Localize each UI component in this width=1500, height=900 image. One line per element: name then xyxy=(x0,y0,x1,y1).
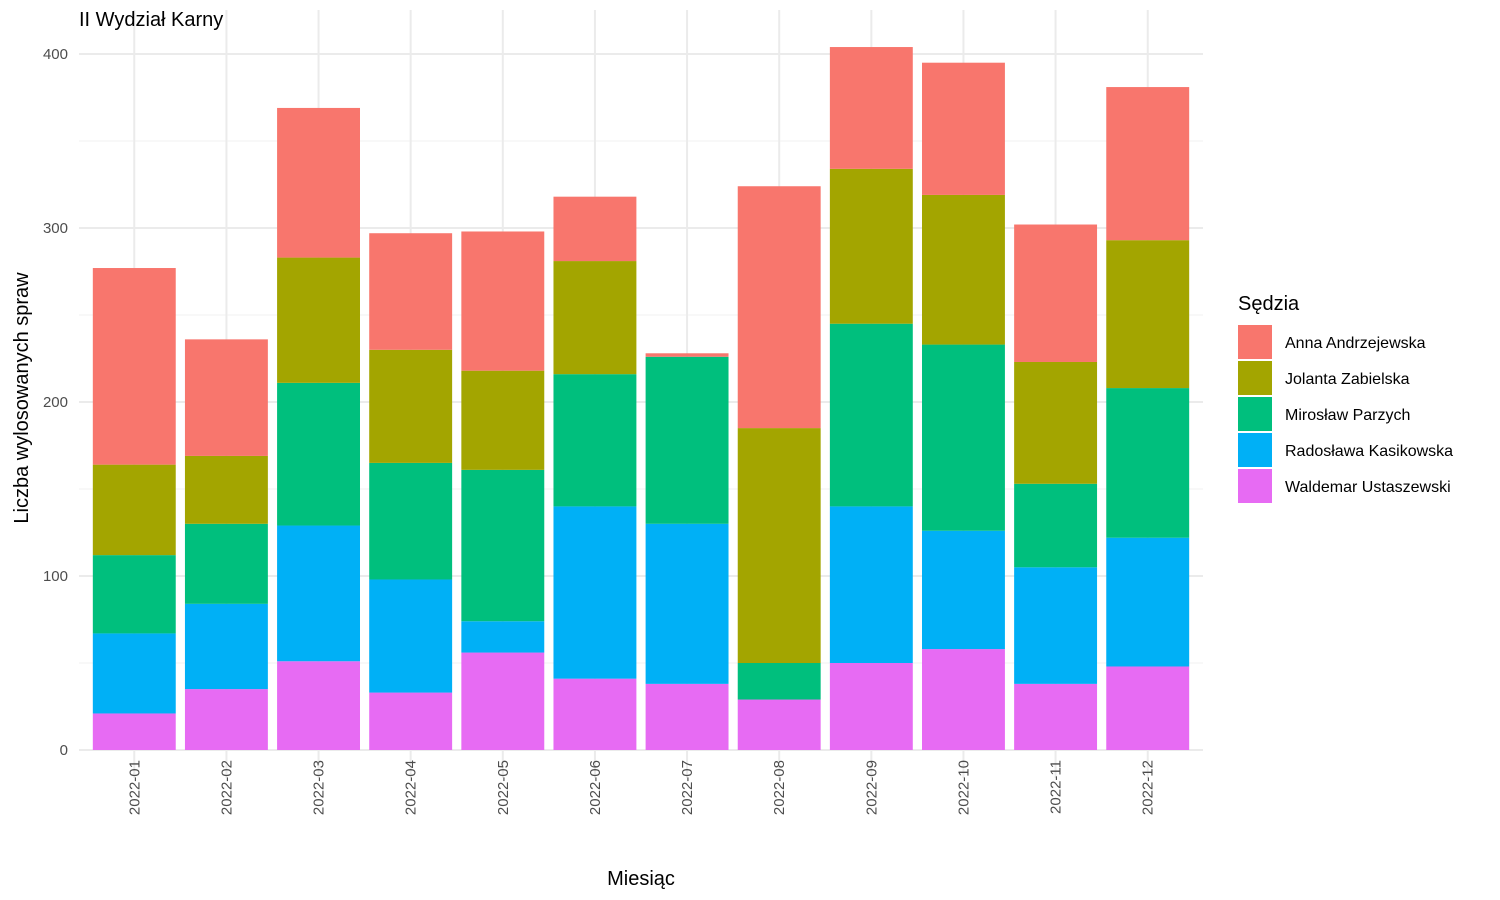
bar-segment xyxy=(184,339,268,456)
bar-segment xyxy=(92,555,176,634)
legend-title: Sędzia xyxy=(1238,293,1300,315)
bar-segment xyxy=(737,428,821,663)
bar-segment xyxy=(1014,224,1098,362)
y-axis-ticks: 0 100 200 300 400 xyxy=(43,46,68,759)
bar-segment xyxy=(461,231,545,371)
bar-segment xyxy=(553,506,637,679)
x-tick-label: 2022-02 xyxy=(218,760,235,815)
bar-segment xyxy=(553,678,637,750)
bar-segment xyxy=(369,462,453,580)
bar-segment xyxy=(92,464,176,556)
bar-segment xyxy=(461,370,545,470)
y-tick-label: 300 xyxy=(43,220,68,237)
x-tick-label: 2022-09 xyxy=(863,760,880,815)
bar-segment xyxy=(277,382,360,526)
chart-title: II Wydział Karny xyxy=(79,9,223,31)
legend-label: Jolanta Zabielska xyxy=(1285,371,1410,388)
bar-segment xyxy=(922,62,1005,195)
legend-label: Anna Andrzejewska xyxy=(1285,335,1426,352)
legend-key xyxy=(1238,469,1272,503)
bar-segment xyxy=(92,633,176,714)
legend-key xyxy=(1238,433,1272,467)
bar-segment xyxy=(1014,567,1098,684)
bar-segment xyxy=(829,47,913,169)
x-tick-label: 2022-12 xyxy=(1140,760,1157,815)
bar-segment xyxy=(277,661,360,750)
bar-segment xyxy=(1106,240,1190,389)
bar-segment xyxy=(184,455,268,524)
bar-segment xyxy=(277,525,360,662)
bar-segment xyxy=(92,713,176,750)
bar-segment xyxy=(829,323,913,507)
legend-key xyxy=(1238,325,1272,359)
bars-layer xyxy=(92,47,1190,750)
bar-segment xyxy=(1106,666,1190,750)
bar-segment xyxy=(277,257,360,383)
bar-segment xyxy=(922,649,1005,750)
bar-segment xyxy=(184,689,268,750)
legend-label: Waldemar Ustaszewski xyxy=(1285,479,1451,496)
bar-segment xyxy=(922,344,1005,531)
bar-segment xyxy=(553,374,637,507)
legend-key xyxy=(1238,361,1272,395)
bar-segment xyxy=(645,353,729,357)
x-tick-label: 2022-11 xyxy=(1048,760,1065,814)
x-tick-label: 2022-07 xyxy=(679,760,696,815)
legend-label: Radosława Kasikowska xyxy=(1285,443,1453,460)
y-tick-label: 200 xyxy=(43,394,68,411)
x-tick-label: 2022-04 xyxy=(403,760,420,815)
bar-segment xyxy=(369,233,453,350)
bar-segment xyxy=(461,652,545,750)
bar-segment xyxy=(829,663,913,750)
x-tick-label: 2022-01 xyxy=(126,760,143,815)
x-axis-ticks: 2022-01 2022-02 2022-03 2022-04 2022-05 2022-… xyxy=(126,760,1156,815)
bar-segment xyxy=(1014,483,1098,568)
bar-segment xyxy=(922,194,1005,345)
bar-segment xyxy=(553,261,637,375)
y-tick-label: 0 xyxy=(60,742,68,759)
bar-segment xyxy=(737,186,821,429)
legend-key xyxy=(1238,397,1272,431)
bar-segment xyxy=(277,107,360,258)
bar-segment xyxy=(369,579,453,693)
bar-segment xyxy=(184,523,268,604)
x-tick-label: 2022-05 xyxy=(495,760,512,815)
y-tick-label: 100 xyxy=(43,568,68,585)
bar-segment xyxy=(922,530,1005,650)
bar-segment xyxy=(461,469,545,622)
bar-segment xyxy=(92,268,176,465)
bar-segment xyxy=(645,356,729,524)
y-axis-title: Liczba wylosowanych spraw xyxy=(11,272,33,524)
bar-segment xyxy=(1106,537,1190,667)
bar-segment xyxy=(369,349,453,463)
x-tick-label: 2022-10 xyxy=(955,760,972,815)
bar-segment xyxy=(369,692,453,750)
x-tick-label: 2022-08 xyxy=(771,760,788,815)
bar-segment xyxy=(645,683,729,750)
x-tick-label: 2022-06 xyxy=(587,760,604,815)
bar-segment xyxy=(645,523,729,684)
legend-label: Mirosław Parzych xyxy=(1285,407,1410,424)
bar-segment xyxy=(737,663,821,700)
bar-segment xyxy=(1014,361,1098,484)
bar-segment xyxy=(829,168,913,324)
x-axis-title: Miesiąc xyxy=(607,868,675,890)
bar-segment xyxy=(1014,683,1098,750)
bar-segment xyxy=(1106,87,1190,241)
legend: Sędzia Anna Andrzejewska Jolanta Zabielsk… xyxy=(1238,293,1453,503)
bar-segment xyxy=(1106,388,1190,538)
y-tick-label: 400 xyxy=(43,46,68,63)
bar-segment xyxy=(829,506,913,663)
bar-segment xyxy=(461,621,545,653)
x-tick-label: 2022-03 xyxy=(311,760,328,815)
bar-segment xyxy=(184,603,268,690)
bar-segment xyxy=(737,699,821,750)
bar-segment xyxy=(553,196,637,262)
